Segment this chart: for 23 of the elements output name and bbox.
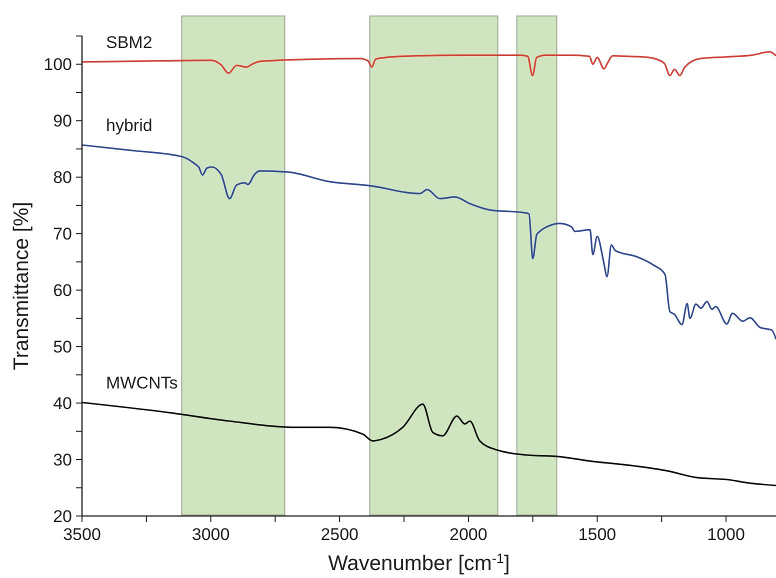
y-tick-label: 20 xyxy=(53,507,72,526)
line-series xyxy=(82,144,776,340)
y-tick-label: 40 xyxy=(53,394,72,414)
series-label: SBM2 xyxy=(106,32,152,52)
line-series xyxy=(82,402,776,486)
x-axis-title: Wavenumber [cm$^{-1}$] xyxy=(328,550,510,575)
x-tick-label: 1500 xyxy=(578,525,616,544)
x-tick-label: 2000 xyxy=(450,525,488,544)
y-tick-label: 60 xyxy=(53,281,72,300)
y-tick-label: 90 xyxy=(53,112,72,131)
y-tick-label: 50 xyxy=(53,338,72,357)
x-tick-label: 3500 xyxy=(63,525,101,544)
y-tick-label: 70 xyxy=(53,224,72,244)
x-tick-label: 2500 xyxy=(320,525,359,544)
y-axis-title: Transmittance [%] xyxy=(10,202,33,370)
x-tick-label: 1000 xyxy=(707,525,745,544)
series-label: MWCNTs xyxy=(106,373,178,392)
line-series xyxy=(82,51,776,76)
x-tick-label: 3000 xyxy=(192,525,230,544)
series-label: hybrid xyxy=(106,116,152,135)
y-tick-label: 80 xyxy=(53,168,72,188)
y-tick-label: 100 xyxy=(44,55,72,74)
y-tick-label: 30 xyxy=(53,450,72,470)
